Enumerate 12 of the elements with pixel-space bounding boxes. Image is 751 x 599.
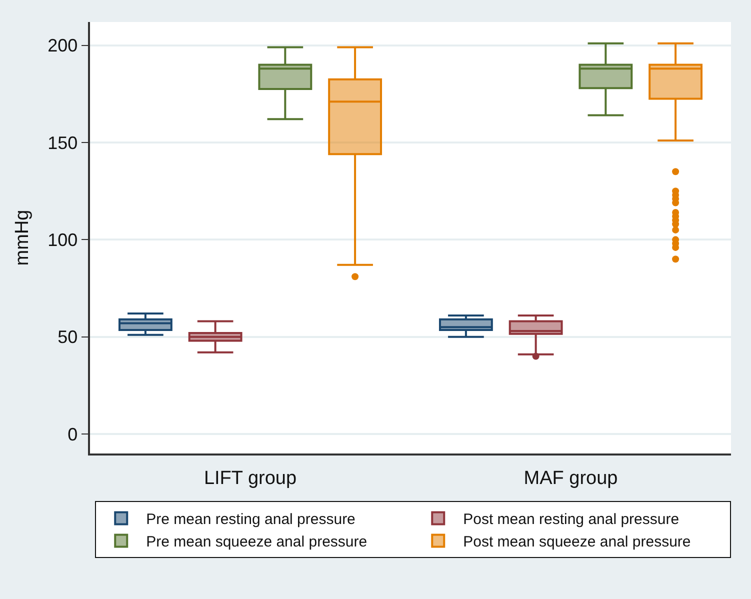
y-tick-label: 50 xyxy=(58,327,78,348)
x-tick-label: MAF group xyxy=(524,468,618,489)
legend-label: Pre mean resting anal pressure xyxy=(146,511,356,528)
legend-label: Pre mean squeeze anal pressure xyxy=(146,534,368,551)
legend-label: Post mean resting anal pressure xyxy=(463,511,680,528)
x-tick-label: LIFT group xyxy=(204,468,297,489)
y-tick-label: 150 xyxy=(48,132,78,153)
y-tick-label: 0 xyxy=(68,424,78,444)
legend-label: Post mean squeeze anal pressure xyxy=(463,534,691,551)
y-tick-label: 200 xyxy=(48,36,78,56)
y-axis-title: mmHg xyxy=(12,210,33,266)
y-tick-label: 100 xyxy=(48,230,78,250)
